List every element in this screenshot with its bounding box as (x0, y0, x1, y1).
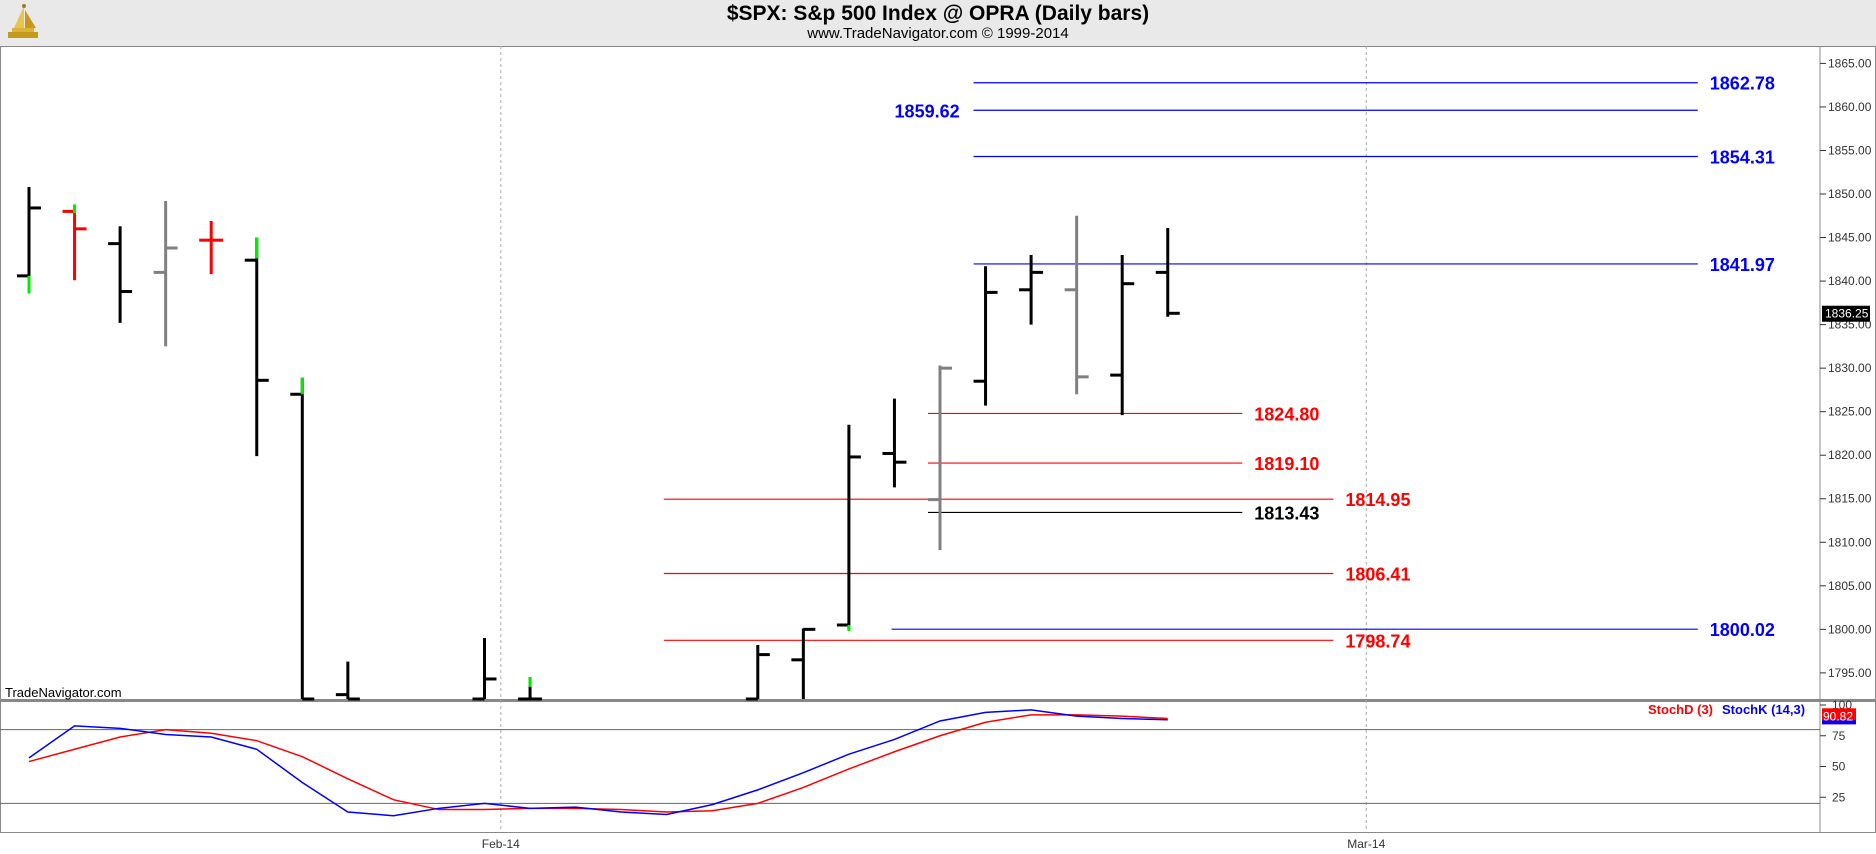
last-price-label: 1836.25 (1825, 307, 1869, 321)
ohlc-bar (472, 638, 497, 701)
level-label: 1813.43 (1254, 503, 1319, 523)
level-label: 1841.97 (1710, 255, 1775, 275)
ohlc-bar (1064, 215, 1089, 395)
price-tick-label: 1830.00 (1828, 361, 1872, 375)
price-tick-label: 1845.00 (1828, 231, 1872, 245)
price-panel-border (0, 46, 1876, 700)
price-tick-label: 1855.00 (1828, 143, 1872, 157)
chart-subtitle: www.TradeNavigator.com © 1999-2014 (807, 25, 1069, 42)
stoch-tick-label: 75 (1832, 729, 1846, 743)
sailboat-trophy-icon (8, 4, 38, 38)
price-tick-label: 1820.00 (1828, 448, 1872, 462)
price-tick-label: 1805.00 (1828, 579, 1872, 593)
level-label: 1800.02 (1710, 620, 1775, 640)
ohlc-bar (335, 661, 360, 701)
price-axis: 1865.00 1860.00 1855.00 1850.00 1845.00 1840.… (1820, 56, 1872, 680)
legend-stochd: StochD (3) (1648, 702, 1713, 717)
ohlc-bar (62, 204, 87, 281)
chart-header: $SPX: S&p 500 Index @ OPRA (Daily bars) … (0, 0, 1876, 46)
ohlc-bar (836, 424, 861, 632)
stoch-tick-label: 25 (1832, 790, 1846, 804)
price-tick-label: 1795.00 (1828, 666, 1872, 680)
last-price-box (1822, 305, 1870, 322)
ohlc-bar (108, 226, 133, 323)
ohlc-bar (791, 627, 816, 699)
level-label: 1806.41 (1345, 565, 1410, 585)
ohlc-bar (745, 645, 770, 701)
price-tick-label: 1865.00 (1828, 56, 1872, 70)
ohlc-bar (928, 365, 952, 551)
price-tick-label: 1815.00 (1828, 492, 1872, 506)
date-tick-label: Feb-14 (482, 837, 520, 851)
chart-title: $SPX: S&p 500 Index @ OPRA (Daily bars) (726, 2, 1150, 25)
ohlc-bar (199, 221, 224, 275)
stoch-last-value: 90.82 (1823, 709, 1853, 723)
ohlc-bar (17, 187, 41, 294)
ohlc-bar (1019, 254, 1044, 325)
level-label: 1859.62 (895, 101, 960, 121)
grid-lines (500, 46, 1367, 832)
ohlc-bar (518, 677, 543, 701)
level-label: 1819.10 (1254, 454, 1319, 474)
date-tick-label: Mar-14 (1347, 837, 1385, 851)
chart-frame (0, 46, 1876, 833)
stoch-tick-label: 50 (1832, 760, 1846, 774)
ohlc-bar (1155, 227, 1180, 317)
price-tick-label: 1840.00 (1828, 274, 1872, 288)
price-tick-label: 1850.00 (1828, 187, 1872, 201)
price-tick-label: 1825.00 (1828, 405, 1872, 419)
stoch-last-box-blue (1822, 720, 1856, 725)
level-label: 1854.31 (1710, 147, 1775, 167)
ohlc-bar (290, 377, 315, 701)
ohlc-bars (17, 187, 1180, 701)
level-label: 1798.74 (1345, 631, 1410, 651)
price-tick-label: 1800.00 (1828, 622, 1872, 636)
date-axis: Feb-14 Mar-14 (482, 837, 1386, 851)
ohlc-bar (973, 266, 998, 406)
ohlc-bar (244, 237, 269, 457)
ohlc-bar (1110, 254, 1135, 416)
level-label: 1824.80 (1254, 404, 1319, 424)
price-levels: 1862.78 1859.62 1854.31 1841.97 1800.02 1824.… (663, 74, 1775, 651)
ohlc-bar (882, 398, 907, 488)
price-tick-label: 1810.00 (1828, 535, 1872, 549)
stoch-line-k (28, 709, 1168, 817)
level-label: 1862.78 (1710, 74, 1775, 94)
watermark: TradeNavigator.com (5, 685, 122, 700)
ohlc-bar (153, 200, 178, 347)
legend-stochk: StochK (14,3) (1722, 702, 1805, 717)
level-label: 1814.95 (1345, 490, 1410, 510)
price-tick-label: 1860.00 (1828, 100, 1872, 114)
